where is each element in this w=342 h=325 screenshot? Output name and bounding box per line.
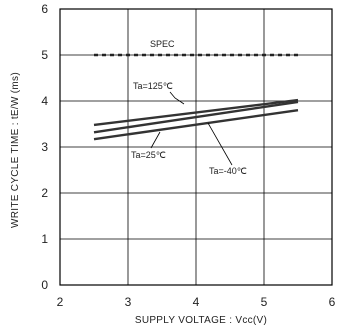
series-line-ta-40 xyxy=(93,109,299,141)
leader-line-ta-25 xyxy=(150,131,161,149)
y-tick-label: 6 xyxy=(41,2,48,16)
x-tick-label: 5 xyxy=(261,295,268,309)
y-tick-label: 3 xyxy=(41,140,48,154)
x-tick-label: 3 xyxy=(125,295,132,309)
y-axis-label: WRITE CYCLE TIME : tE/W (ms) xyxy=(10,72,21,228)
y-tick-label: 5 xyxy=(41,48,48,62)
grid xyxy=(60,9,332,285)
x-tick-label: 6 xyxy=(329,295,336,309)
annotations: SPEC Ta=125℃ Ta=25℃ Ta=-40℃ xyxy=(131,39,247,176)
series-label-ta-125: Ta=125℃ xyxy=(133,81,173,91)
y-tick-label: 4 xyxy=(41,94,48,108)
y-tick-label: 1 xyxy=(41,232,48,246)
plot-frame xyxy=(59,8,333,286)
leader-line-ta-minus-40 xyxy=(207,122,233,166)
y-tick-label: 0 xyxy=(41,278,48,292)
series-line-ta-125 xyxy=(93,98,299,127)
y-tick-label: 2 xyxy=(41,186,48,200)
series-label-ta-25: Ta=25℃ xyxy=(131,150,166,160)
leader-line-ta-125 xyxy=(169,91,185,105)
x-tick-label: 2 xyxy=(57,295,64,309)
series-label-ta-minus-40: Ta=-40℃ xyxy=(209,166,247,176)
spec-label: SPEC xyxy=(150,39,175,49)
series-line-ta-25 xyxy=(93,100,299,134)
series-group xyxy=(93,53,299,141)
x-tick-label: 4 xyxy=(193,295,200,309)
tick-labels: 2 3 4 5 6 0 1 2 3 4 5 6 xyxy=(41,2,335,309)
x-axis-label: SUPPLY VOLTAGE : Vcc(V) xyxy=(135,315,267,325)
